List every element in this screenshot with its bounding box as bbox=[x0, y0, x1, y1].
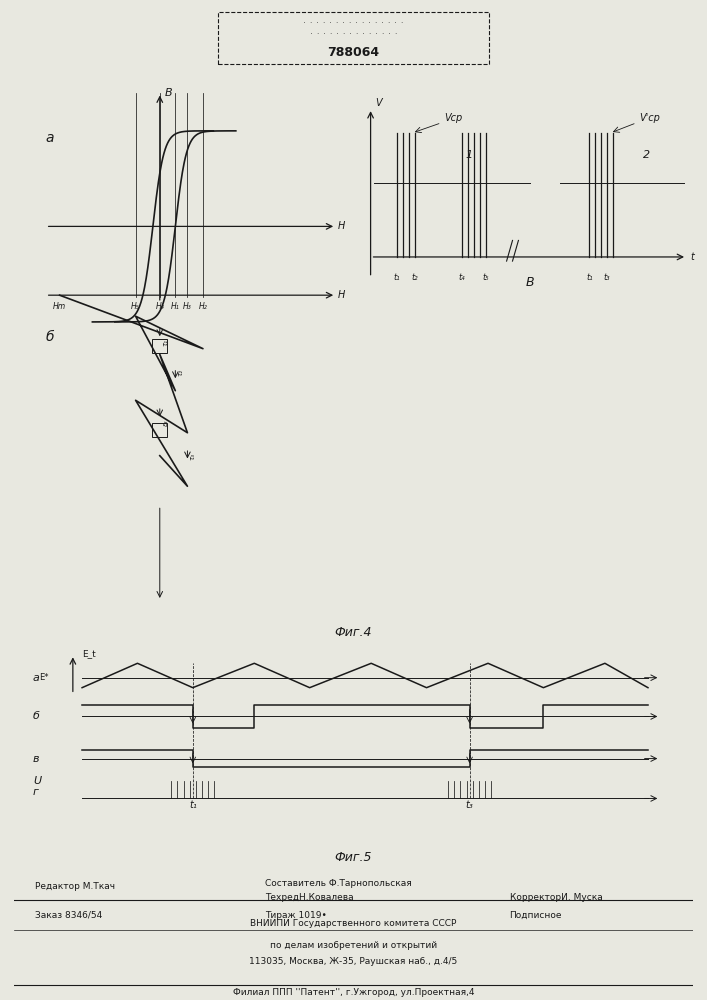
Text: H: H bbox=[338, 221, 345, 231]
Text: . . . . . . . . . . . . . . . .: . . . . . . . . . . . . . . . . bbox=[303, 19, 404, 24]
Text: τ₃: τ₃ bbox=[189, 454, 196, 460]
Text: t₁: t₁ bbox=[586, 273, 592, 282]
Text: б: б bbox=[46, 330, 54, 344]
Text: Hm: Hm bbox=[53, 302, 66, 311]
Text: t₃: t₃ bbox=[466, 800, 474, 810]
Text: t₅: t₅ bbox=[483, 273, 489, 282]
Text: 113035, Москва, Ж-35, Раушская наб., д.4/5: 113035, Москва, Ж-35, Раушская наб., д.4… bbox=[250, 957, 457, 966]
Text: E*: E* bbox=[39, 673, 49, 682]
Bar bbox=[152, 339, 168, 353]
Bar bbox=[152, 423, 168, 437]
Text: t₁: t₁ bbox=[394, 273, 401, 282]
Text: Подписное: Подписное bbox=[510, 910, 562, 920]
Text: ε₃: ε₃ bbox=[163, 420, 168, 426]
Text: U: U bbox=[33, 776, 41, 786]
Text: V: V bbox=[375, 98, 382, 108]
Text: 1: 1 bbox=[465, 150, 472, 160]
Text: г: г bbox=[33, 787, 39, 797]
Text: τ₂: τ₂ bbox=[177, 369, 183, 376]
Text: H₂: H₂ bbox=[199, 302, 207, 311]
Text: H₁: H₁ bbox=[171, 302, 180, 311]
Text: в: в bbox=[33, 754, 40, 764]
Text: 788064: 788064 bbox=[327, 46, 380, 59]
Text: а: а bbox=[33, 673, 40, 683]
Text: H₅: H₅ bbox=[132, 302, 140, 311]
Text: а: а bbox=[46, 131, 54, 145]
Text: τ₁: τ₁ bbox=[163, 339, 168, 346]
Text: t₃: t₃ bbox=[604, 273, 610, 282]
Text: КорректорИ. Муска: КорректорИ. Муска bbox=[510, 893, 602, 902]
Text: t₄: t₄ bbox=[459, 273, 466, 282]
Text: Заказ 8346/54: Заказ 8346/54 bbox=[35, 910, 102, 920]
Text: Филиал ППП ''Патент'', г.Ужгород, ул.Проектная,4: Филиал ППП ''Патент'', г.Ужгород, ул.Про… bbox=[233, 988, 474, 997]
Text: ТехредН.Ковалева: ТехредН.Ковалева bbox=[265, 893, 354, 902]
Text: H₃: H₃ bbox=[183, 302, 192, 311]
Text: H: H bbox=[338, 290, 345, 300]
Text: B: B bbox=[165, 88, 173, 98]
Text: В: В bbox=[526, 276, 534, 289]
Text: H₄: H₄ bbox=[156, 302, 164, 311]
Text: 2: 2 bbox=[643, 150, 650, 160]
Text: t₂: t₂ bbox=[411, 273, 419, 282]
Text: Составитель Ф.Тарнопольская: Составитель Ф.Тарнопольская bbox=[265, 879, 412, 888]
Text: Фиг.4: Фиг.4 bbox=[334, 626, 373, 639]
Text: E_t: E_t bbox=[82, 649, 96, 658]
Text: ВНИИПИ Государственного комитета СССР: ВНИИПИ Государственного комитета СССР bbox=[250, 918, 457, 928]
Text: Тираж 1019•: Тираж 1019• bbox=[265, 910, 327, 920]
Text: Vср: Vср bbox=[445, 113, 463, 123]
Text: Фиг.5: Фиг.5 bbox=[334, 851, 373, 864]
Text: t₁: t₁ bbox=[189, 800, 197, 810]
Text: t: t bbox=[690, 252, 694, 262]
Text: V'ср: V'ср bbox=[640, 113, 660, 123]
Text: Редактор М.Ткач: Редактор М.Ткач bbox=[35, 882, 115, 891]
Text: по делам изобретений и открытий: по делам изобретений и открытий bbox=[270, 940, 437, 950]
Text: б: б bbox=[33, 711, 40, 721]
Text: . . . . . . . . . . . . . .: . . . . . . . . . . . . . . bbox=[310, 30, 397, 35]
